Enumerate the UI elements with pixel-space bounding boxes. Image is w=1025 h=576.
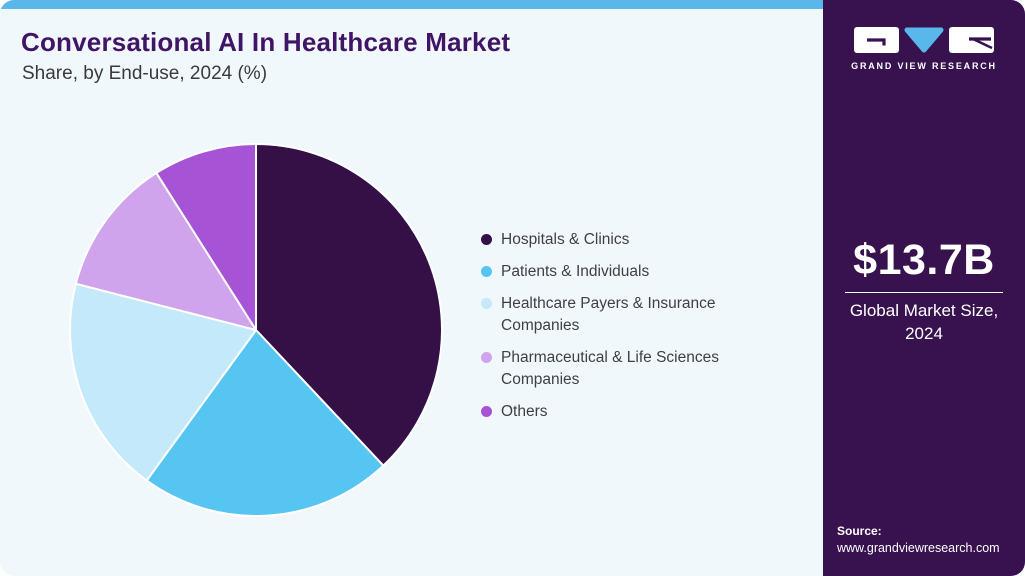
brand-logo: GRAND VIEW RESEARCH: [823, 27, 1025, 71]
chart-legend: Hospitals & Clinics Patients & Individual…: [481, 229, 771, 423]
divider: [845, 292, 1003, 293]
market-size-block: $13.7B Global Market Size, 2024: [823, 236, 1025, 345]
top-accent-bar: [0, 0, 823, 9]
legend-dot-icon: [481, 234, 492, 245]
page-subtitle: Share, by End-use, 2024 (%): [22, 63, 268, 84]
chart-panel: Conversational AI In Healthcare Market S…: [0, 0, 823, 520]
pie-chart-svg: [69, 143, 443, 517]
market-size-label: Global Market Size, 2024: [823, 299, 1025, 345]
pie-slice: [155, 143, 257, 331]
sidebar: GRAND VIEW RESEARCH $13.7B Global Market…: [823, 0, 1025, 576]
legend-item: Patients & Individuals: [481, 261, 771, 283]
source-block: Source: www.grandviewresearch.com: [837, 524, 1000, 555]
legend-item: Pharmaceutical & Life Sciences Companies: [481, 347, 771, 391]
logo-v-icon: [904, 27, 944, 53]
legend-label: Others: [501, 403, 548, 420]
legend-dot-icon: [481, 266, 492, 277]
gvr-logo-icon: [854, 27, 994, 53]
legend-label: Pharmaceutical & Life Sciences Companies: [501, 349, 719, 388]
legend-item: Healthcare Payers & Insurance Companies: [481, 293, 771, 337]
logo-r-icon: [949, 27, 994, 53]
market-size-label-line2: 2024: [905, 324, 943, 343]
source-label: Source:: [837, 524, 882, 538]
pie-slice: [74, 171, 257, 331]
legend-dot-icon: [481, 352, 492, 363]
legend-item: Hospitals & Clinics: [481, 229, 771, 251]
logo-g-icon: [854, 27, 899, 53]
pie-slice: [255, 143, 443, 467]
pie-slice: [145, 329, 385, 517]
market-size-value: $13.7B: [853, 236, 995, 284]
brand-name: GRAND VIEW RESEARCH: [851, 61, 997, 71]
legend-label: Patients & Individuals: [501, 263, 650, 280]
legend-label: Healthcare Payers & Insurance Companies: [501, 295, 716, 334]
legend-item: Others: [481, 401, 771, 423]
legend-label: Hospitals & Clinics: [501, 231, 630, 248]
market-size-label-line1: Global Market Size,: [849, 301, 999, 320]
pie-slice: [69, 282, 257, 482]
legend-dot-icon: [481, 298, 492, 309]
pie-chart: [66, 140, 446, 520]
page-title: Conversational AI In Healthcare Market: [21, 27, 511, 57]
legend-dot-icon: [481, 406, 492, 417]
source-url: www.grandviewresearch.com: [837, 541, 1000, 555]
